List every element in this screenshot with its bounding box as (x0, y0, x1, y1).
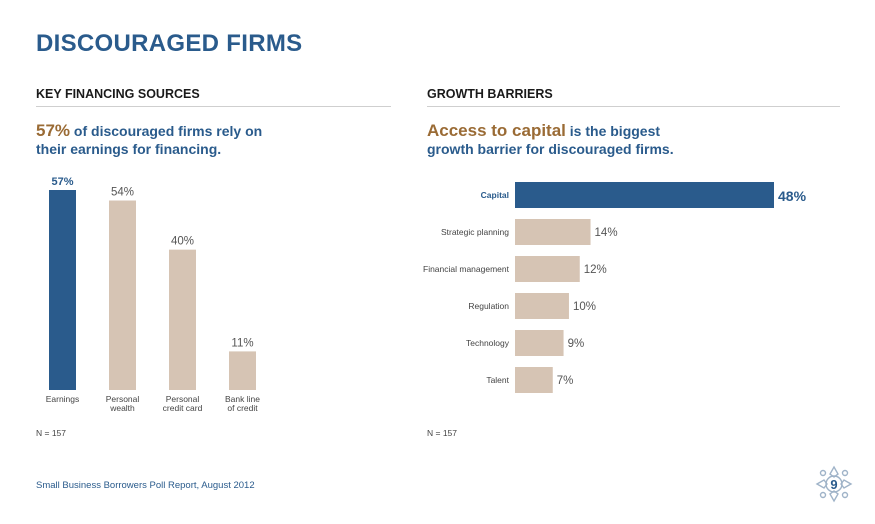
category-label-4: Technology (466, 338, 510, 348)
headline-text-1: is the biggest (565, 123, 661, 139)
headline-highlight: 57% (36, 121, 71, 140)
bar-value-label-0: 57% (51, 176, 73, 188)
bar-3 (229, 351, 256, 390)
category-label-0-0: Earnings (46, 394, 80, 404)
bar-3 (515, 293, 569, 319)
page-title: DISCOURAGED FIRMS (36, 30, 303, 57)
category-label-5: Talent (486, 375, 509, 385)
sample-size-note-left: N = 157 (36, 428, 67, 438)
headline-text-2: growth barrier for discouraged firms. (427, 141, 674, 157)
bar-1 (109, 200, 136, 390)
bar-value-label-1: 54% (111, 187, 134, 199)
financing-sources-chart: 57%Earnings54%Personalwealth40%Personalc… (46, 176, 261, 413)
category-label-3-1: of credit (227, 403, 258, 413)
category-label-1-0: Personal (106, 394, 140, 404)
bar-0 (515, 182, 774, 208)
bar-0 (49, 190, 76, 390)
footer-source: Small Business Borrowers Poll Report, Au… (36, 480, 255, 491)
bar-value-label-5: 7% (557, 375, 574, 387)
category-label-3: Regulation (468, 301, 509, 311)
category-label-2: Financial management (423, 264, 510, 274)
category-label-2-1: credit card (163, 403, 203, 413)
headline-text-1: of discouraged firms rely on (70, 123, 263, 139)
headline-highlight: Access to capital (427, 121, 566, 140)
category-label-2-0: Personal (166, 394, 200, 404)
page-number: 9 (830, 477, 838, 492)
bar-2 (169, 249, 196, 390)
bar-2 (515, 256, 580, 282)
section-divider-right (427, 106, 840, 107)
bar-5 (515, 367, 553, 393)
category-label-1-1: wealth (109, 403, 135, 413)
headline-text-2: their earnings for financing. (36, 141, 222, 157)
bar-4 (515, 330, 564, 356)
section-heading-financing: KEY FINANCING SOURCES (36, 87, 200, 101)
category-label-0: Capital (481, 190, 509, 200)
bar-1 (515, 219, 591, 245)
category-label-3-0: Bank line (225, 394, 260, 404)
section-divider-left (36, 106, 391, 107)
bar-value-label-2: 40% (171, 236, 194, 248)
bar-value-label-3: 10% (573, 301, 596, 313)
sample-size-note-right: N = 157 (427, 428, 458, 438)
bar-value-label-1: 14% (595, 227, 618, 239)
bar-value-label-0: 48% (778, 188, 807, 204)
bar-value-label-3: 11% (231, 337, 253, 349)
section-heading-barriers: GROWTH BARRIERS (427, 87, 553, 101)
headline-financing: 57% of discouraged firms rely on their e… (36, 122, 262, 158)
growth-barriers-chart: Capital 48% Strategic planning 14% Financial… (423, 182, 807, 393)
headline-barriers: Access to capital is the biggest growth … (427, 122, 674, 158)
category-label-1: Strategic planning (441, 227, 509, 237)
bar-value-label-4: 9% (568, 338, 585, 350)
bar-value-label-2: 12% (584, 264, 607, 276)
ornament-icon (815, 465, 853, 503)
